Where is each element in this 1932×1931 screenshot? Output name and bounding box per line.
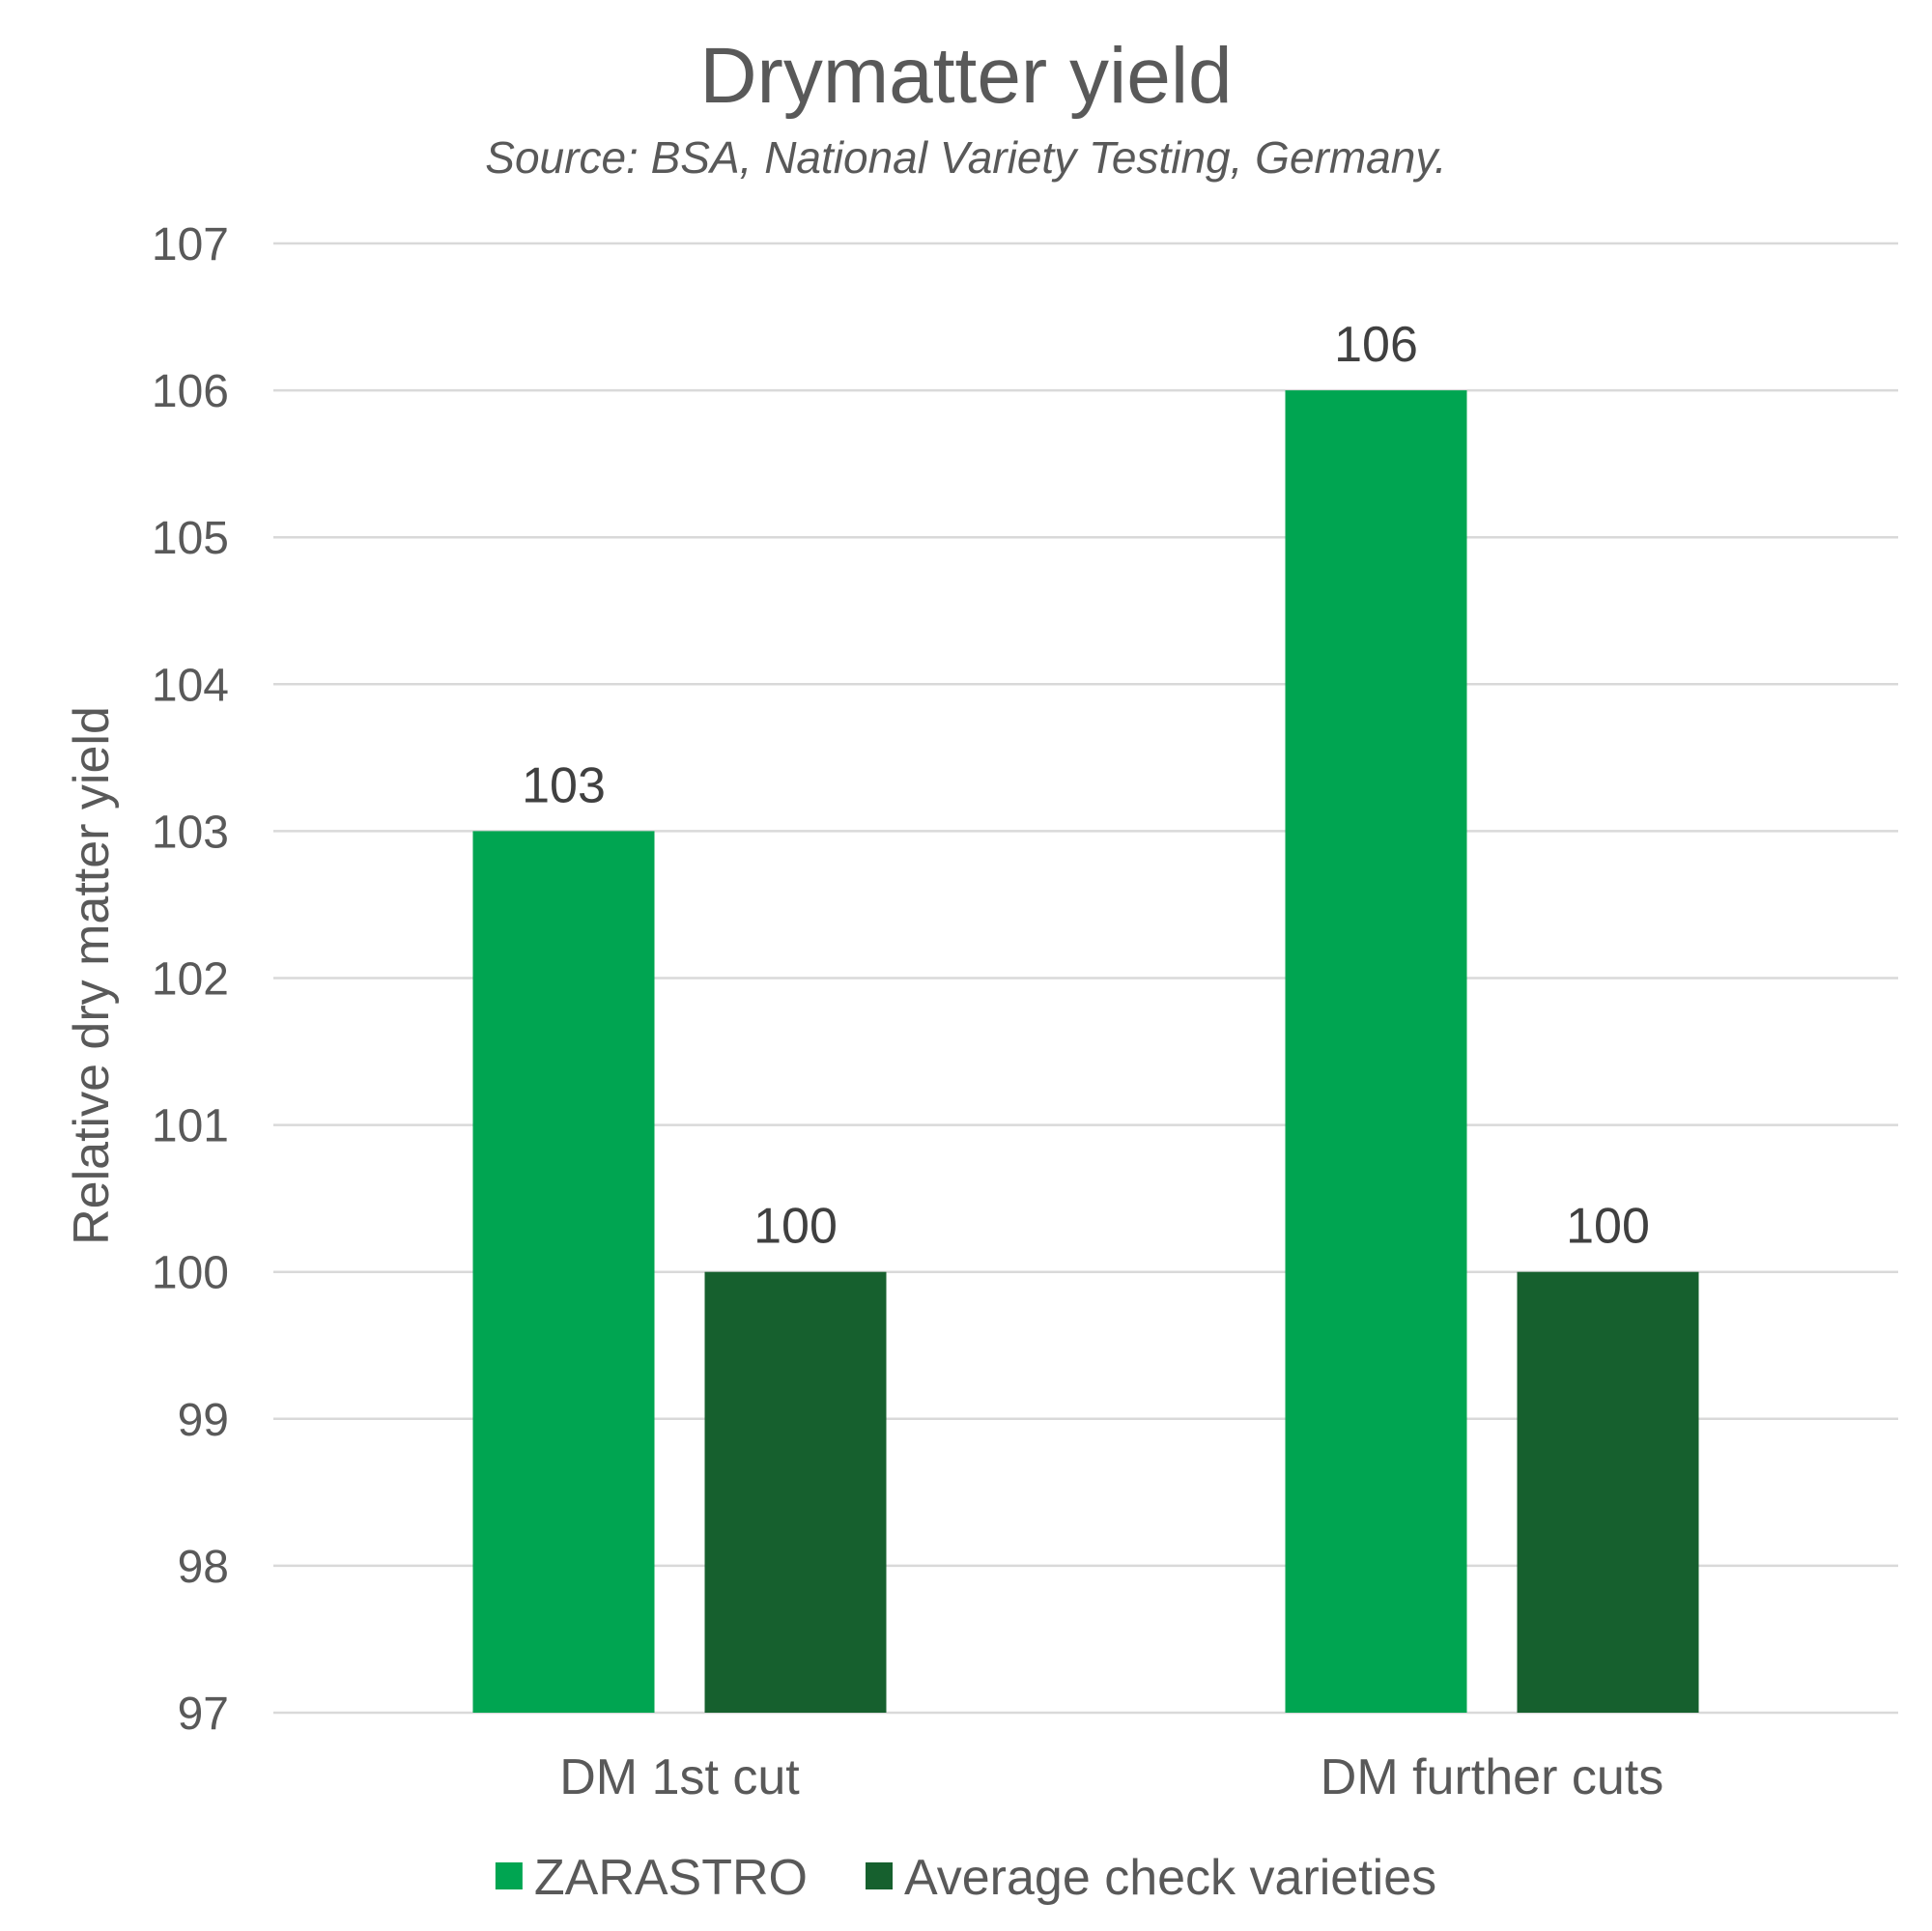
legend: ZARASTRO Average check varieties <box>495 1850 1436 1906</box>
data-label: 103 <box>522 757 606 813</box>
data-label: 100 <box>1566 1199 1650 1255</box>
y-tick-label: 97 <box>178 1689 229 1740</box>
bars <box>472 390 1699 1714</box>
legend-swatch <box>495 1862 523 1889</box>
legend-label: ZARASTRO <box>534 1850 808 1906</box>
chart-subtitle: Source: BSA, National Variety Testing, G… <box>485 132 1447 183</box>
y-tick-label: 101 <box>152 1101 229 1152</box>
x-axis-categories: DM 1st cut DM further cuts <box>559 1749 1663 1805</box>
x-category-label: DM 1st cut <box>559 1749 800 1805</box>
y-axis-ticks: 97 98 99 100 101 102 103 104 105 106 107 <box>152 219 229 1740</box>
chart-title: Drymatter yield <box>699 32 1233 120</box>
y-tick-label: 105 <box>152 513 229 564</box>
data-label: 100 <box>753 1199 838 1255</box>
y-tick-label: 104 <box>152 660 229 711</box>
x-category-label: DM further cuts <box>1321 1749 1663 1805</box>
legend-item: Average check varieties <box>866 1850 1436 1906</box>
data-labels: 103 100 106 100 <box>522 317 1650 1255</box>
bar-zarastro <box>1285 390 1467 1714</box>
y-tick-label: 107 <box>152 219 229 270</box>
y-tick-label: 106 <box>152 366 229 417</box>
bar-average-check-varieties <box>1517 1271 1699 1713</box>
legend-item: ZARASTRO <box>495 1850 808 1906</box>
legend-label: Average check varieties <box>904 1850 1436 1906</box>
bar-zarastro <box>472 831 655 1713</box>
bar-average-check-varieties <box>704 1271 887 1713</box>
y-tick-label: 102 <box>152 954 229 1006</box>
y-tick-label: 99 <box>178 1395 229 1446</box>
y-tick-label: 98 <box>178 1542 229 1593</box>
legend-swatch <box>866 1862 894 1889</box>
y-tick-label: 103 <box>152 807 229 858</box>
y-tick-label: 100 <box>152 1248 229 1299</box>
data-label: 106 <box>1334 317 1418 373</box>
y-axis-title: Relative dry matter yield <box>64 706 120 1245</box>
